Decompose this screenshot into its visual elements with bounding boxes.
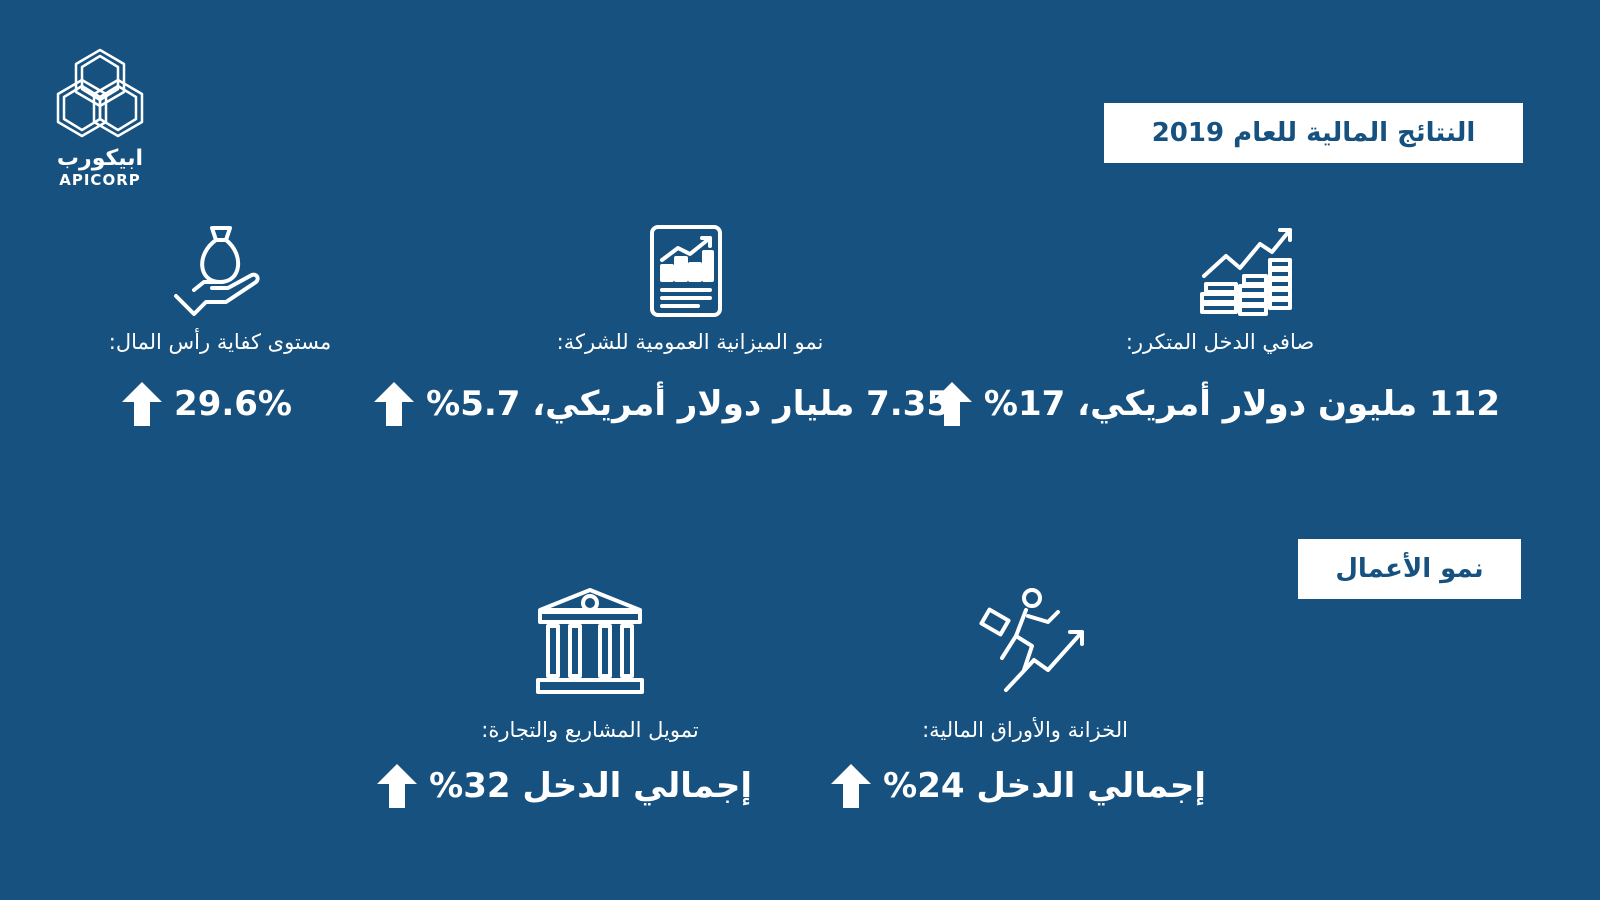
businessman-growth-icon [979, 588, 1084, 692]
balance-sheet-value-row: 7.35 مليار دولار أمريكي، 5.7% [374, 382, 950, 426]
treasury-value-row: إجمالي الدخل 24% [831, 764, 1206, 808]
capital-adequacy-value: 29.6% [174, 384, 292, 424]
arrow-up-icon [377, 764, 418, 808]
logo-mark-icon [56, 48, 144, 138]
capital-adequacy-value-row: 29.6% [122, 382, 292, 426]
net-income-value: 112 مليون دولار أمريكي، 17% [983, 384, 1500, 424]
balance-sheet-value: 7.35 مليار دولار أمريكي، 5.7% [426, 384, 950, 424]
net-income-label: صافي الدخل المتكرر: [1125, 330, 1315, 354]
financial-results-title: النتائج المالية للعام 2019 [1104, 103, 1523, 163]
arrow-up-icon [831, 764, 872, 808]
project-trade-finance-label: تمويل المشاريع والتجارة: [481, 718, 699, 742]
arrow-up-icon [374, 382, 415, 426]
balance-sheet-label: نمو الميزانية العمومية للشركة: [556, 330, 824, 354]
project-trade-finance-value: إجمالي الدخل 32% [429, 766, 752, 806]
money-bag-hand-icon [174, 226, 260, 316]
report-chart-icon [650, 225, 722, 317]
capital-adequacy-label: مستوى كفاية رأس المال: [108, 330, 332, 354]
apicorp-logo: ابيكورب APICORP [52, 46, 148, 189]
coins-growth-icon [1200, 228, 1292, 316]
treasury-label: الخزانة والأوراق المالية: [922, 718, 1128, 742]
treasury-value: إجمالي الدخل 24% [883, 766, 1206, 806]
arrow-up-icon [122, 382, 163, 426]
net-income-value-row: 112 مليون دولار أمريكي، 17% [931, 382, 1500, 426]
business-growth-title: نمو الأعمال [1298, 539, 1521, 599]
project-trade-finance-value-row: إجمالي الدخل 32% [377, 764, 752, 808]
bank-icon [536, 588, 644, 694]
arrow-up-icon [931, 382, 972, 426]
